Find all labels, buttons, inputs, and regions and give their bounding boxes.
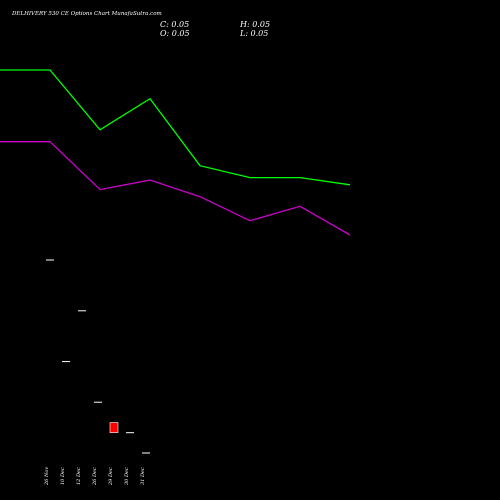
indicator-line-1 [0, 69, 351, 186]
x-tick-label: 26 Dec [92, 467, 98, 486]
x-tick-label: 26 Nov [44, 467, 50, 486]
candle [109, 422, 119, 433]
x-axis-ticks: 26 Nov 10 Dec 12 Dec 26 Dec 29 Dec 30 Dec 31 D… [44, 467, 146, 486]
x-tick-label: 29 Dec [108, 467, 114, 486]
x-tick-label: 10 Dec [60, 467, 66, 485]
x-tick-label: 30 Dec [124, 467, 130, 485]
candles [46, 259, 150, 454]
close-value: C: 0.05 [160, 20, 189, 29]
x-tick-label: 31 Dec [140, 467, 146, 485]
open-value: O: 0.05 [160, 29, 190, 38]
high-value: H: 0.05 [239, 20, 270, 29]
chart-title: DELHIVERY 530 CE Options Chart MunafaSut… [11, 11, 162, 17]
x-tick-label: 12 Dec [76, 467, 82, 485]
low-value: L: 0.05 [239, 29, 268, 38]
indicator-lines [0, 69, 351, 236]
indicator-line-2 [0, 141, 351, 236]
